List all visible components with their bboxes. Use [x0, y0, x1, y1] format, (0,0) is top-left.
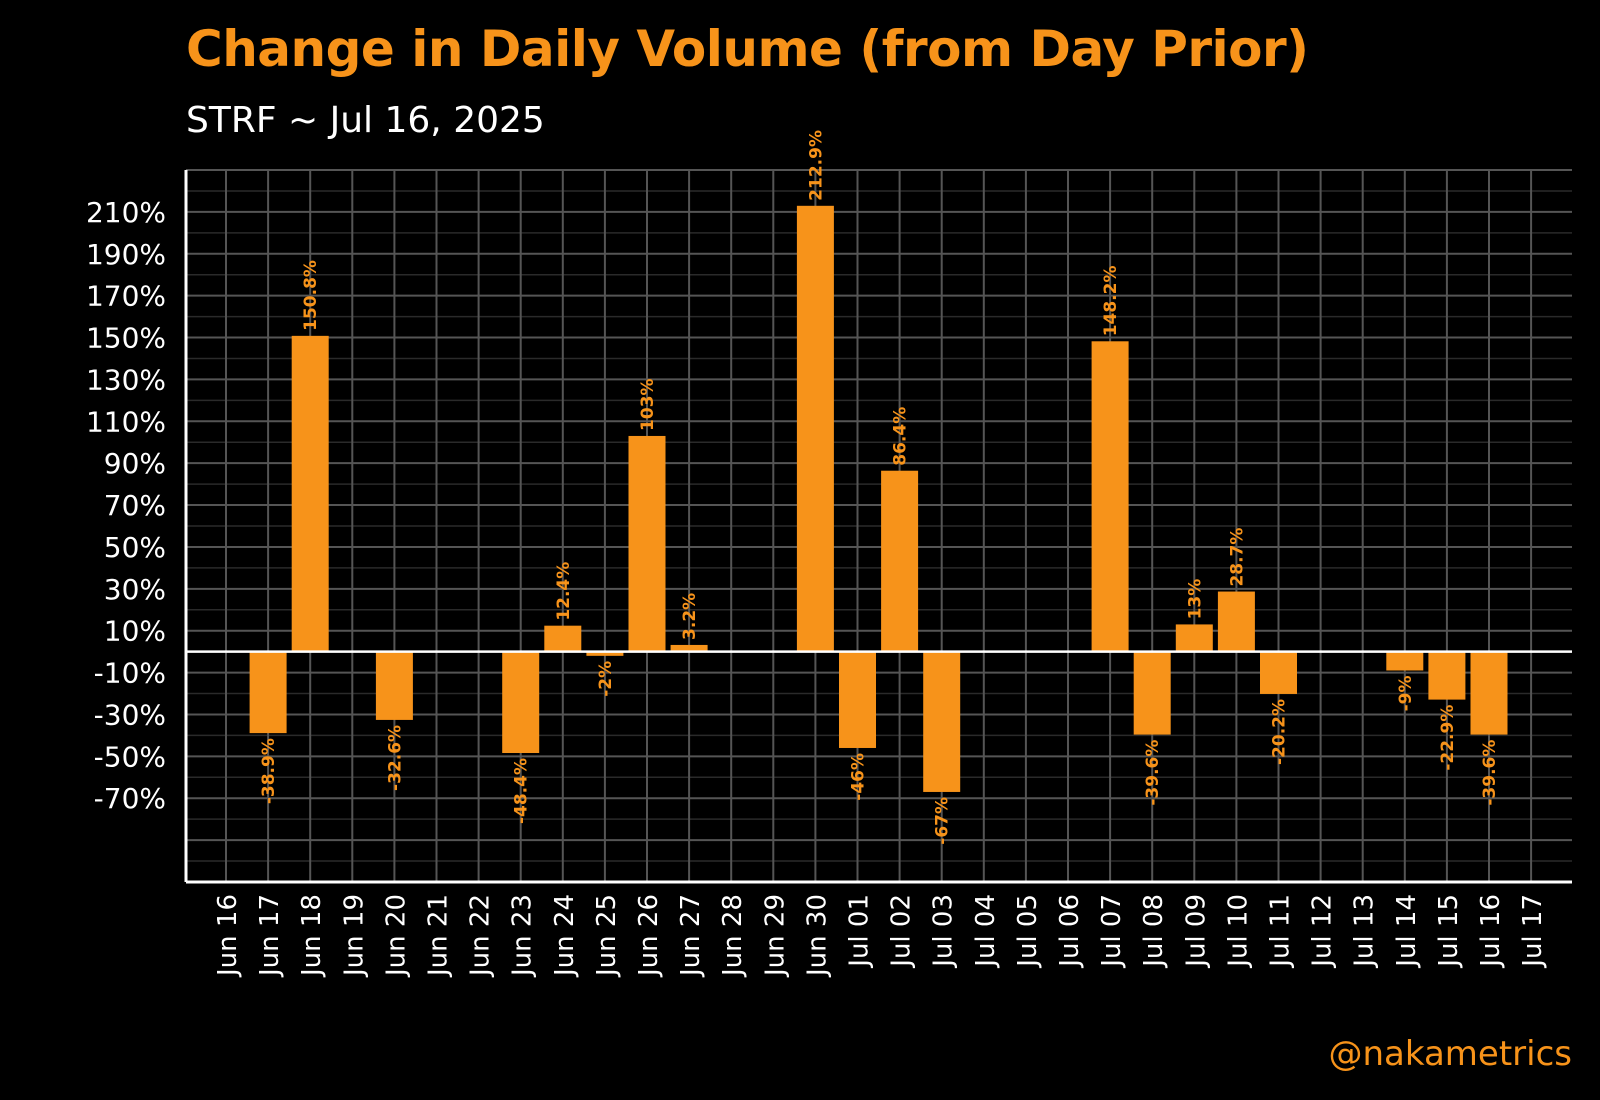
x-tick-label: Jun 26: [634, 894, 664, 978]
x-tick-label: Jun 18: [297, 894, 327, 978]
y-tick-label: -70%: [94, 782, 166, 815]
x-tick-label: Jul 12: [1308, 894, 1338, 969]
y-tick-label: 90%: [104, 447, 166, 480]
chart-title: Change in Daily Volume (from Day Prior): [186, 20, 1309, 78]
bar-jun-18: [291, 335, 329, 652]
x-tick-label: Jul 07: [1097, 894, 1127, 969]
bar-jun-20: [375, 651, 413, 720]
axes: [184, 170, 1572, 884]
x-tick-label: Jun 19: [339, 894, 369, 978]
y-tick-label: 50%: [104, 531, 166, 564]
x-tick-label: Jul 04: [971, 894, 1001, 969]
chart-subtitle: STRF ~ Jul 16, 2025: [186, 100, 545, 141]
data-label: -39.6%: [1480, 740, 1500, 806]
x-tick-label: Jul 06: [1055, 894, 1085, 969]
x-tick-label: Jun 24: [550, 894, 580, 978]
x-tick-label: Jul 01: [845, 894, 875, 969]
bar-jul-07: [1091, 341, 1129, 652]
data-label: -9%: [1396, 675, 1416, 711]
x-tick-label: Jun 16: [213, 894, 243, 978]
x-tick-label: Jul 11: [1266, 894, 1296, 969]
data-label: 212.9%: [806, 130, 826, 201]
x-tick-label: Jul 08: [1139, 894, 1169, 969]
y-tick-label: 70%: [104, 489, 166, 522]
x-tick-label: Jun 28: [718, 894, 748, 978]
data-label: 13%: [1185, 579, 1205, 620]
bar-jul-01: [839, 651, 876, 748]
y-tick-label: -50%: [94, 740, 166, 773]
x-tick-label: Jun 22: [466, 894, 496, 978]
bar-jul-15: [1428, 651, 1466, 700]
bar-jun-27: [670, 644, 708, 652]
data-label: -2%: [596, 661, 616, 697]
bar-jun-30: [796, 205, 834, 652]
x-tick-label: Jul 02: [887, 894, 917, 969]
x-tick-label: Jun 30: [802, 894, 832, 978]
data-labels: -38.9% 150.8% -32.6% -48.4% 12.4% -2% 103% 3.2%…: [259, 130, 1500, 845]
y-tick-label: 130%: [86, 363, 166, 396]
x-tick-label: Jun 23: [508, 894, 538, 978]
data-label: 28.7%: [1227, 528, 1247, 587]
data-label: -46%: [849, 753, 869, 801]
y-tick-label: 170%: [86, 280, 166, 313]
bar-jun-24: [544, 625, 582, 652]
data-label: -39.6%: [1143, 740, 1163, 806]
y-tick-label: -10%: [94, 657, 166, 690]
x-axis-ticks: Jun 16 Jun 17 Jun 18 Jun 19 Jun 20 Jun 21 Jun …: [213, 894, 1548, 978]
bar-jul-14: [1386, 651, 1424, 671]
bar-jul-08: [1133, 651, 1171, 735]
y-tick-label: 30%: [104, 573, 166, 606]
bar-jul-03: [923, 651, 961, 792]
data-label: 150.8%: [301, 260, 321, 331]
data-label: 12.4%: [554, 562, 574, 621]
y-tick-label: 10%: [104, 615, 166, 648]
data-label: -20.2%: [1270, 699, 1290, 765]
x-tick-label: Jul 10: [1223, 894, 1253, 969]
bar-jun-25: [586, 651, 624, 656]
x-tick-label: Jul 03: [929, 894, 959, 969]
x-tick-label: Jul 14: [1392, 894, 1422, 969]
x-tick-label: Jul 15: [1434, 894, 1464, 969]
x-tick-label: Jun 17: [255, 894, 285, 978]
data-label: 148.2%: [1101, 265, 1121, 336]
bar-jul-11: [1260, 651, 1297, 694]
x-tick-label: Jul 13: [1350, 894, 1380, 969]
data-label: 86.4%: [891, 407, 911, 466]
major-gridlines: [186, 169, 1572, 883]
x-tick-label: Jul 09: [1181, 894, 1211, 969]
bar-jun-17: [249, 651, 287, 734]
data-label: 103%: [638, 378, 658, 431]
x-tick-label: Jul 17: [1518, 894, 1548, 969]
data-label: -38.9%: [259, 738, 279, 804]
bar-jul-09: [1175, 624, 1213, 652]
bar-jul-16: [1470, 651, 1508, 735]
y-tick-label: 190%: [86, 238, 166, 271]
x-tick-label: Jul 05: [1013, 894, 1043, 969]
y-tick-label: 210%: [86, 196, 166, 229]
y-tick-label: 110%: [86, 405, 166, 438]
data-label: -67%: [933, 797, 953, 845]
watermark: @nakametrics: [1328, 1034, 1572, 1074]
bar-series: [249, 205, 1508, 792]
y-tick-label: -30%: [94, 698, 166, 731]
bar-jun-26: [628, 435, 666, 652]
x-tick-label: Jun 25: [592, 894, 622, 978]
x-tick-label: Jun 27: [676, 894, 706, 978]
y-tick-label: 150%: [86, 322, 166, 355]
data-label: -22.9%: [1438, 705, 1458, 771]
data-label: -32.6%: [385, 725, 405, 791]
bar-jul-02: [881, 470, 919, 652]
x-tick-label: Jun 20: [381, 894, 411, 978]
x-tick-label: Jul 16: [1476, 894, 1506, 969]
data-label: 3.2%: [680, 593, 700, 640]
bar-jun-23: [502, 651, 540, 754]
x-tick-label: Jun 29: [760, 894, 790, 978]
data-label: -48.4%: [512, 758, 532, 824]
y-axis-ticks: 210% 190% 170% 150% 130% 110% 90% 70% 50% 30% 10% -…: [86, 196, 166, 815]
bar-jul-10: [1217, 591, 1255, 652]
x-tick-label: Jun 21: [424, 894, 454, 978]
